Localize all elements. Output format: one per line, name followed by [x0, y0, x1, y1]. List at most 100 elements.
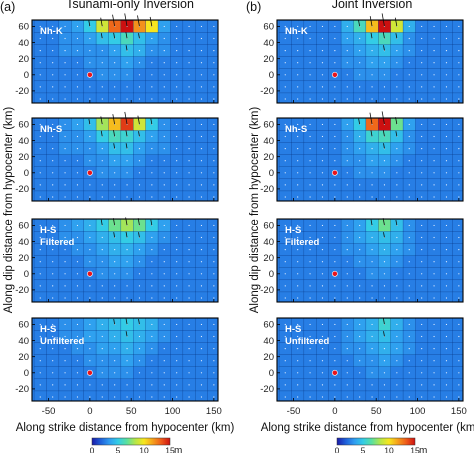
- row-label: H-S: [40, 225, 56, 236]
- subfault-dot: [176, 135, 178, 138]
- slip-vector: [113, 129, 116, 137]
- subfault-dot: [52, 285, 54, 287]
- subfault-dot: [114, 160, 116, 162]
- subfault-dot: [371, 172, 373, 174]
- subfault-dot: [309, 86, 311, 88]
- slip-map-b-2: Nh-S: [276, 111, 464, 202]
- subfault-dot: [163, 372, 165, 374]
- subfault-dot: [101, 297, 103, 299]
- subfault-dot: [458, 172, 460, 174]
- subfault-dot: [163, 196, 165, 198]
- subfault-dot: [359, 384, 361, 386]
- subfault-dot: [445, 184, 448, 186]
- subfault-dot: [39, 148, 41, 150]
- subfault-dot: [39, 98, 41, 100]
- colorbar-unit: m: [419, 446, 427, 453]
- subfault-dot: [200, 196, 203, 198]
- subfault-dot: [359, 261, 361, 263]
- subfault-dot: [76, 74, 79, 76]
- hypocenter-marker: [86, 169, 93, 176]
- subfault-dot: [396, 335, 398, 338]
- subfault-dot: [163, 396, 165, 398]
- subfault-dot: [408, 297, 410, 299]
- subfault-dot: [309, 50, 311, 52]
- slip-cells: [32, 318, 218, 401]
- subfault-dot: [163, 273, 165, 275]
- slip-vector: [369, 112, 373, 125]
- subfault-dot: [297, 335, 299, 338]
- subfault-dot: [334, 25, 336, 28]
- subfault-dot: [64, 261, 66, 263]
- subfault-dot: [334, 335, 336, 338]
- subfault-dot: [213, 297, 215, 299]
- subfault-dot: [64, 135, 66, 138]
- y-tick-label: 20: [263, 253, 274, 264]
- subfault-dot: [383, 62, 386, 64]
- subfault-dot: [126, 348, 128, 350]
- subfault-dot: [200, 348, 203, 350]
- subfault-dot: [346, 37, 348, 40]
- subfault-dot: [213, 148, 215, 150]
- subfault-dot: [39, 360, 41, 362]
- subfault-dot: [76, 50, 79, 52]
- subfault-dot: [188, 196, 190, 198]
- subfault-dot: [151, 261, 153, 263]
- subfault-dot: [309, 123, 311, 126]
- subfault-dot: [408, 249, 410, 251]
- subfault-dot: [321, 37, 324, 40]
- subfault-dot: [39, 224, 41, 227]
- subfault-dot: [39, 160, 41, 162]
- subfault-dot: [138, 74, 141, 76]
- x-tick-label: 150: [206, 406, 222, 417]
- subfault-dot: [284, 86, 286, 88]
- subfault-dot: [151, 335, 153, 338]
- subfault-dot: [39, 62, 41, 64]
- subfault-dot: [76, 148, 79, 150]
- subfault-dot: [334, 184, 336, 186]
- subfault-dot: [213, 323, 215, 326]
- subfault-dot: [176, 396, 178, 398]
- subfault-dot: [346, 123, 348, 126]
- subfault-dot: [445, 384, 448, 386]
- subfault-dot: [64, 273, 66, 275]
- panel-a-title: Tsunami-only Inversion: [66, 0, 194, 11]
- subfault-dot: [445, 148, 448, 150]
- colorbar-tick-label: 10: [139, 446, 149, 453]
- subfault-dot: [200, 360, 203, 362]
- subfault-dot: [421, 348, 423, 350]
- subfault-dot: [188, 335, 190, 338]
- subfault-dot: [445, 224, 448, 227]
- subfault-dot: [126, 172, 128, 174]
- subfault-dot: [458, 196, 460, 198]
- subfault-dot: [458, 372, 460, 374]
- subfault-dot: [176, 37, 178, 40]
- subfault-dot: [359, 360, 361, 362]
- subfault-dot: [321, 123, 324, 126]
- subfault-dot: [151, 37, 153, 40]
- subfault-dot: [396, 261, 398, 263]
- subfault-dot: [309, 135, 311, 138]
- subfault-dot: [359, 160, 361, 162]
- subfault-dot: [334, 236, 336, 239]
- subfault-dot: [114, 273, 116, 275]
- y-tick-label: -20: [260, 86, 274, 97]
- slip-cells: [32, 20, 218, 103]
- subfault-dot: [64, 98, 66, 100]
- subfault-dot: [346, 323, 348, 326]
- slip-vector: [88, 119, 91, 125]
- subfault-dot: [39, 249, 41, 251]
- y-tick-label: -20: [15, 285, 29, 296]
- slip-cell: [452, 291, 463, 302]
- subfault-dot: [188, 396, 190, 398]
- subfault-dot: [163, 261, 165, 263]
- subfault-dot: [408, 196, 410, 198]
- subfault-dot: [421, 297, 423, 299]
- slip-vector: [125, 143, 128, 149]
- subfault-dot: [176, 50, 178, 52]
- subfault-dot: [39, 348, 41, 350]
- subfault-dot: [284, 148, 286, 150]
- subfault-dot: [101, 372, 103, 374]
- subfault-dot: [114, 249, 116, 251]
- subfault-dot: [101, 148, 103, 150]
